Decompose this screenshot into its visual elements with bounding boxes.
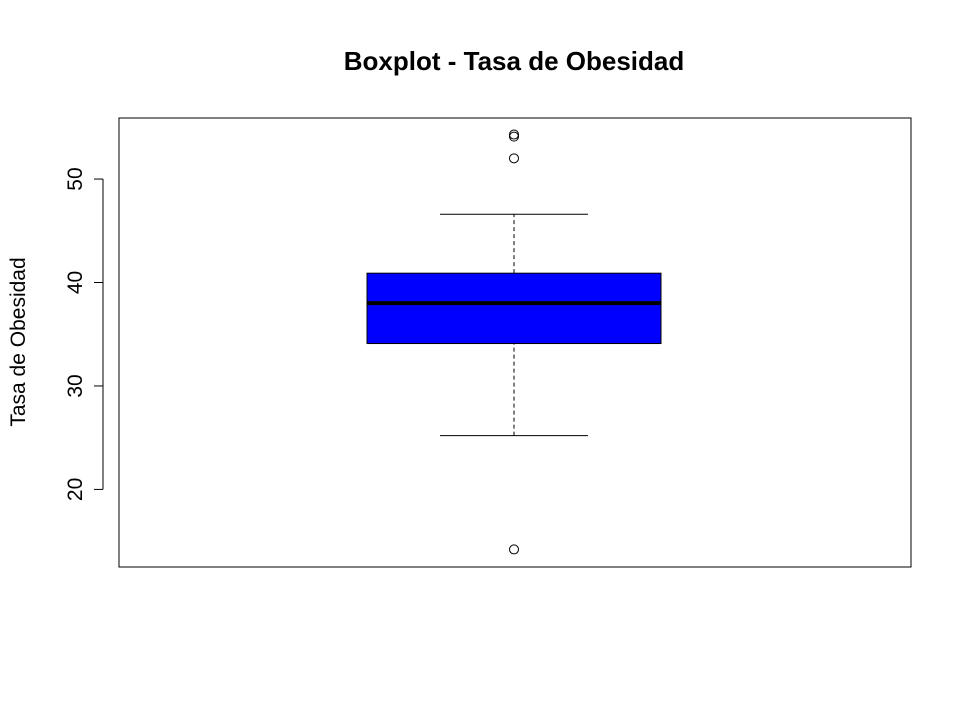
y-tick-label: 40 (64, 271, 87, 294)
outlier-point (510, 154, 519, 163)
outlier-point (510, 130, 519, 139)
y-axis: 20 30 40 50 (64, 167, 103, 501)
y-tick-label: 20 (64, 478, 87, 501)
outlier-point (510, 545, 519, 554)
iqr-box (367, 273, 661, 343)
y-tick-label: 50 (64, 167, 87, 190)
y-axis-label: Tasa de Obesidad (7, 257, 30, 426)
chart-title: Boxplot - Tasa de Obesidad (344, 46, 684, 76)
box-group (367, 130, 661, 554)
y-tick-label: 30 (64, 374, 87, 397)
outlier-point (510, 132, 519, 141)
